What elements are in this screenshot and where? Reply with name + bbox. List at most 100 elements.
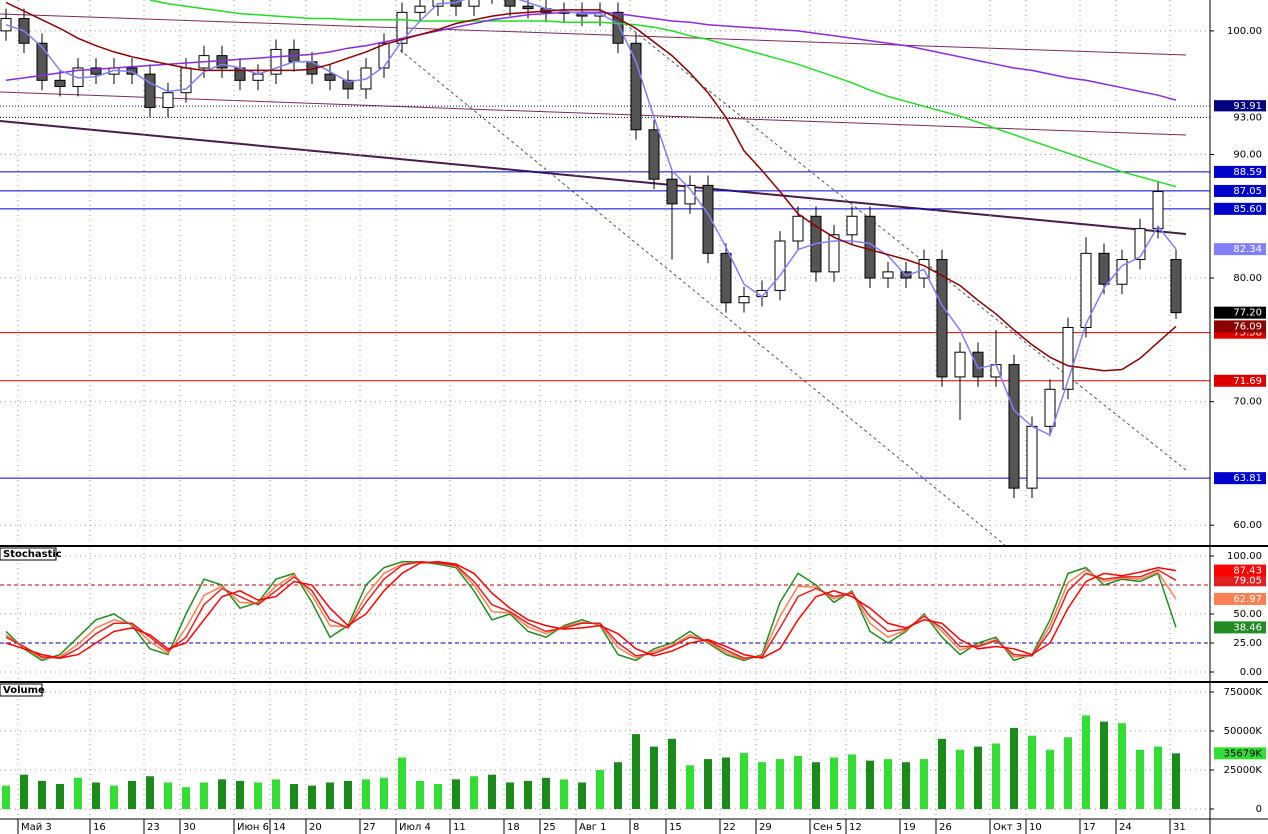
- candle-body: [36, 42, 48, 81]
- x-tick-label: 17: [1083, 822, 1096, 833]
- trendline: [0, 13, 1187, 56]
- volume-bar: [1046, 749, 1054, 809]
- candle-body: [720, 252, 732, 304]
- value-label-box: [1214, 574, 1266, 587]
- volume-bar: [668, 738, 676, 809]
- volume-bar: [1136, 749, 1144, 809]
- volume-bar: [812, 762, 820, 809]
- x-tick-label: 11: [453, 822, 466, 833]
- candle-body: [846, 215, 858, 236]
- value-label-box: [1214, 564, 1266, 577]
- trendline: [619, 19, 1187, 471]
- x-tick-label: 19: [903, 822, 916, 833]
- trendline: [399, 49, 1006, 545]
- volume-bar: [470, 776, 478, 809]
- value-label: 93.91: [1233, 101, 1262, 112]
- x-tick-label: 20: [309, 822, 322, 833]
- x-tick-label: 25: [543, 822, 556, 833]
- volume-bar: [2, 785, 10, 809]
- value-label-box: [1214, 747, 1266, 760]
- x-tick-label: 15: [669, 822, 682, 833]
- axis-labels: 100.0090.0080.0070.0060.00100.0050.0025.…: [17, 26, 1266, 834]
- volume-bar: [578, 782, 586, 809]
- value-label-box: [1214, 111, 1266, 124]
- value-label: 88.59: [1233, 167, 1262, 178]
- volume-bar: [254, 782, 262, 809]
- x-tick-label: 22: [723, 822, 736, 833]
- x-tick-label: 18: [507, 822, 520, 833]
- volume-bar: [722, 757, 730, 809]
- series-line: [5, 0, 1177, 437]
- volume-bar: [596, 770, 604, 809]
- volume-bar: [1172, 753, 1180, 809]
- panel: [0, 684, 1210, 818]
- candle-body: [324, 73, 336, 81]
- volume-bar: [1100, 721, 1108, 809]
- x-tick-label: 27: [363, 822, 376, 833]
- value-label-box: [1214, 202, 1266, 215]
- value-label-box: [1214, 243, 1266, 256]
- x-tick-label: 26: [939, 822, 952, 833]
- volume-bar: [830, 757, 838, 809]
- value-label-box: [1214, 320, 1266, 333]
- volume-bar: [380, 777, 388, 809]
- candle-body: [1152, 191, 1164, 230]
- volume-bar: [1154, 746, 1162, 809]
- candle-body: [882, 271, 894, 279]
- x-tick-label: 12: [849, 822, 862, 833]
- value-label-box: [1214, 472, 1266, 485]
- volume-bar: [650, 746, 658, 809]
- y-tick-label: 50000K: [1224, 726, 1263, 737]
- volume-bar: [398, 757, 406, 809]
- candle-body: [702, 184, 714, 254]
- x-tick-label: Июн 6: [237, 822, 269, 833]
- x-tick-label: 23: [147, 822, 160, 833]
- y-tick-label: 60.00: [1233, 520, 1262, 531]
- candle-body: [954, 351, 966, 378]
- candle-body: [378, 42, 390, 69]
- series-line: [5, 561, 1177, 659]
- panel-title: Stochastic: [3, 549, 62, 560]
- candle-body: [396, 11, 408, 44]
- value-label: 87.43: [1233, 566, 1262, 577]
- value-label: 77.20: [1233, 308, 1262, 319]
- candle-body: [666, 178, 678, 205]
- y-tick-label: 0.00: [1240, 667, 1262, 678]
- y-tick-label: 0: [1256, 804, 1262, 815]
- candle-body: [612, 11, 624, 44]
- volume-bar: [362, 779, 370, 809]
- volume-bar: [146, 776, 154, 809]
- candle-body: [1008, 364, 1020, 489]
- volume-bar: [794, 755, 802, 809]
- candle-body: [864, 215, 876, 279]
- candle-body: [1026, 425, 1038, 489]
- panel: [0, 0, 1210, 545]
- value-label-box: [1214, 592, 1266, 605]
- panel: [0, 548, 1210, 680]
- volume-bar: [110, 785, 118, 809]
- value-label: 35679K: [1224, 748, 1263, 759]
- volume-bar: [344, 780, 352, 809]
- candle-body: [414, 5, 426, 13]
- volume-bar: [920, 759, 928, 809]
- candle-body: [216, 55, 228, 69]
- x-tick-label: Сен 5: [813, 822, 842, 833]
- volume-bar: [992, 743, 1000, 809]
- panel-title-box: [0, 547, 57, 561]
- volume-bar: [272, 779, 280, 809]
- volume-bar: [686, 765, 694, 809]
- volume-bar: [128, 780, 136, 809]
- volume-bar: [848, 754, 856, 809]
- value-label: 63.81: [1233, 473, 1262, 484]
- y-tick-label: 90.00: [1233, 149, 1262, 160]
- candle-body: [342, 79, 354, 90]
- volume-bar: [326, 782, 334, 809]
- volume-bar: [1082, 715, 1090, 809]
- volume-bar: [524, 780, 532, 809]
- volume-bar: [560, 779, 568, 809]
- volume-bar: [1118, 723, 1126, 809]
- volume-bar: [776, 759, 784, 809]
- volume-bar: [704, 759, 712, 809]
- candle-body: [738, 296, 750, 304]
- volume-bar: [506, 782, 514, 809]
